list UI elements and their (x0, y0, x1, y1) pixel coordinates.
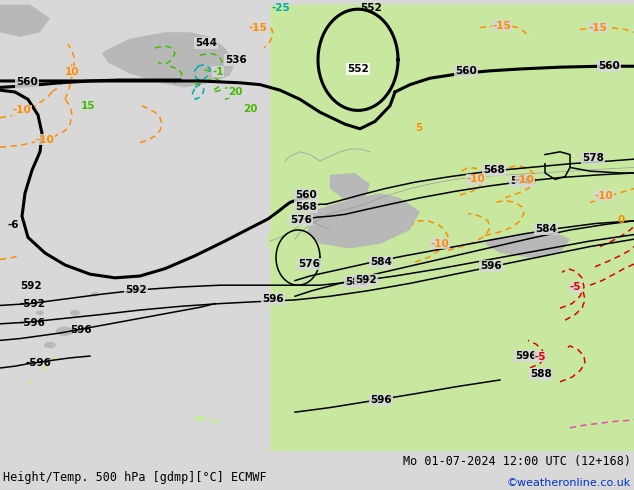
Text: 592: 592 (20, 281, 42, 291)
Ellipse shape (27, 380, 32, 384)
Polygon shape (305, 193, 420, 248)
Text: -15: -15 (249, 23, 268, 33)
Polygon shape (485, 230, 570, 258)
Text: 584: 584 (535, 224, 557, 234)
Text: 596: 596 (370, 395, 392, 405)
Text: 560: 560 (455, 66, 477, 75)
Text: 588: 588 (530, 369, 552, 379)
Ellipse shape (44, 342, 56, 348)
Text: -10: -10 (467, 174, 486, 184)
Text: 552: 552 (347, 64, 369, 74)
Text: 576: 576 (298, 259, 320, 269)
Text: 20: 20 (243, 103, 257, 114)
Polygon shape (270, 4, 634, 451)
Ellipse shape (36, 311, 44, 315)
Polygon shape (300, 4, 634, 212)
Text: 576: 576 (290, 215, 312, 224)
Polygon shape (267, 228, 285, 246)
Text: -15: -15 (493, 21, 512, 31)
Polygon shape (278, 147, 340, 182)
Ellipse shape (51, 357, 59, 361)
Text: 544: 544 (195, 38, 217, 48)
Polygon shape (0, 4, 50, 37)
Text: -10: -10 (430, 239, 450, 249)
Text: 596: 596 (262, 294, 283, 304)
Ellipse shape (56, 327, 74, 336)
Polygon shape (102, 32, 235, 87)
Ellipse shape (91, 292, 99, 297)
Text: 552: 552 (360, 3, 382, 13)
Text: 20: 20 (228, 87, 242, 97)
Ellipse shape (211, 419, 219, 424)
Text: -10: -10 (515, 175, 534, 185)
Text: -25: -25 (272, 3, 291, 13)
Text: ©weatheronline.co.uk: ©weatheronline.co.uk (507, 478, 631, 488)
Polygon shape (0, 4, 270, 451)
Text: Height/Temp. 500 hPa [gdmp][°C] ECMWF: Height/Temp. 500 hPa [gdmp][°C] ECMWF (3, 471, 267, 484)
Polygon shape (278, 216, 310, 241)
Text: 560: 560 (598, 61, 620, 71)
Text: 584: 584 (370, 257, 392, 267)
Text: -5: -5 (569, 282, 581, 292)
Text: 536: 536 (225, 54, 247, 65)
Text: -10: -10 (36, 135, 55, 145)
Text: -10: -10 (595, 191, 613, 201)
Polygon shape (330, 173, 370, 200)
Text: 560: 560 (295, 190, 317, 200)
Text: 15: 15 (81, 101, 95, 111)
Text: -10: -10 (13, 105, 31, 116)
Text: 568: 568 (483, 165, 505, 175)
Text: -5: -5 (534, 352, 546, 362)
Text: 596: 596 (480, 261, 501, 270)
Text: 596: 596 (70, 325, 92, 335)
Text: -596: -596 (25, 358, 51, 368)
Text: 560: 560 (16, 76, 38, 87)
Text: -592: -592 (20, 299, 46, 309)
Text: 596: 596 (515, 351, 536, 361)
Text: 592: 592 (355, 275, 377, 285)
Ellipse shape (42, 366, 48, 370)
Text: 578: 578 (582, 153, 604, 163)
Text: 576: 576 (510, 176, 532, 186)
Text: -15: -15 (588, 23, 607, 33)
Text: 10: 10 (65, 67, 79, 77)
Text: -6: -6 (8, 220, 20, 230)
Text: -596: -596 (20, 318, 46, 328)
Text: 592: 592 (125, 285, 146, 294)
Text: 588: 588 (345, 277, 366, 287)
Ellipse shape (194, 416, 206, 421)
Polygon shape (295, 4, 634, 212)
Text: 0: 0 (617, 215, 624, 224)
Text: Mo 01-07-2024 12:00 UTC (12+168): Mo 01-07-2024 12:00 UTC (12+168) (403, 455, 631, 468)
Text: 568: 568 (295, 202, 317, 212)
Ellipse shape (70, 310, 80, 316)
Text: -1: -1 (212, 67, 224, 77)
Text: 5: 5 (415, 122, 422, 133)
